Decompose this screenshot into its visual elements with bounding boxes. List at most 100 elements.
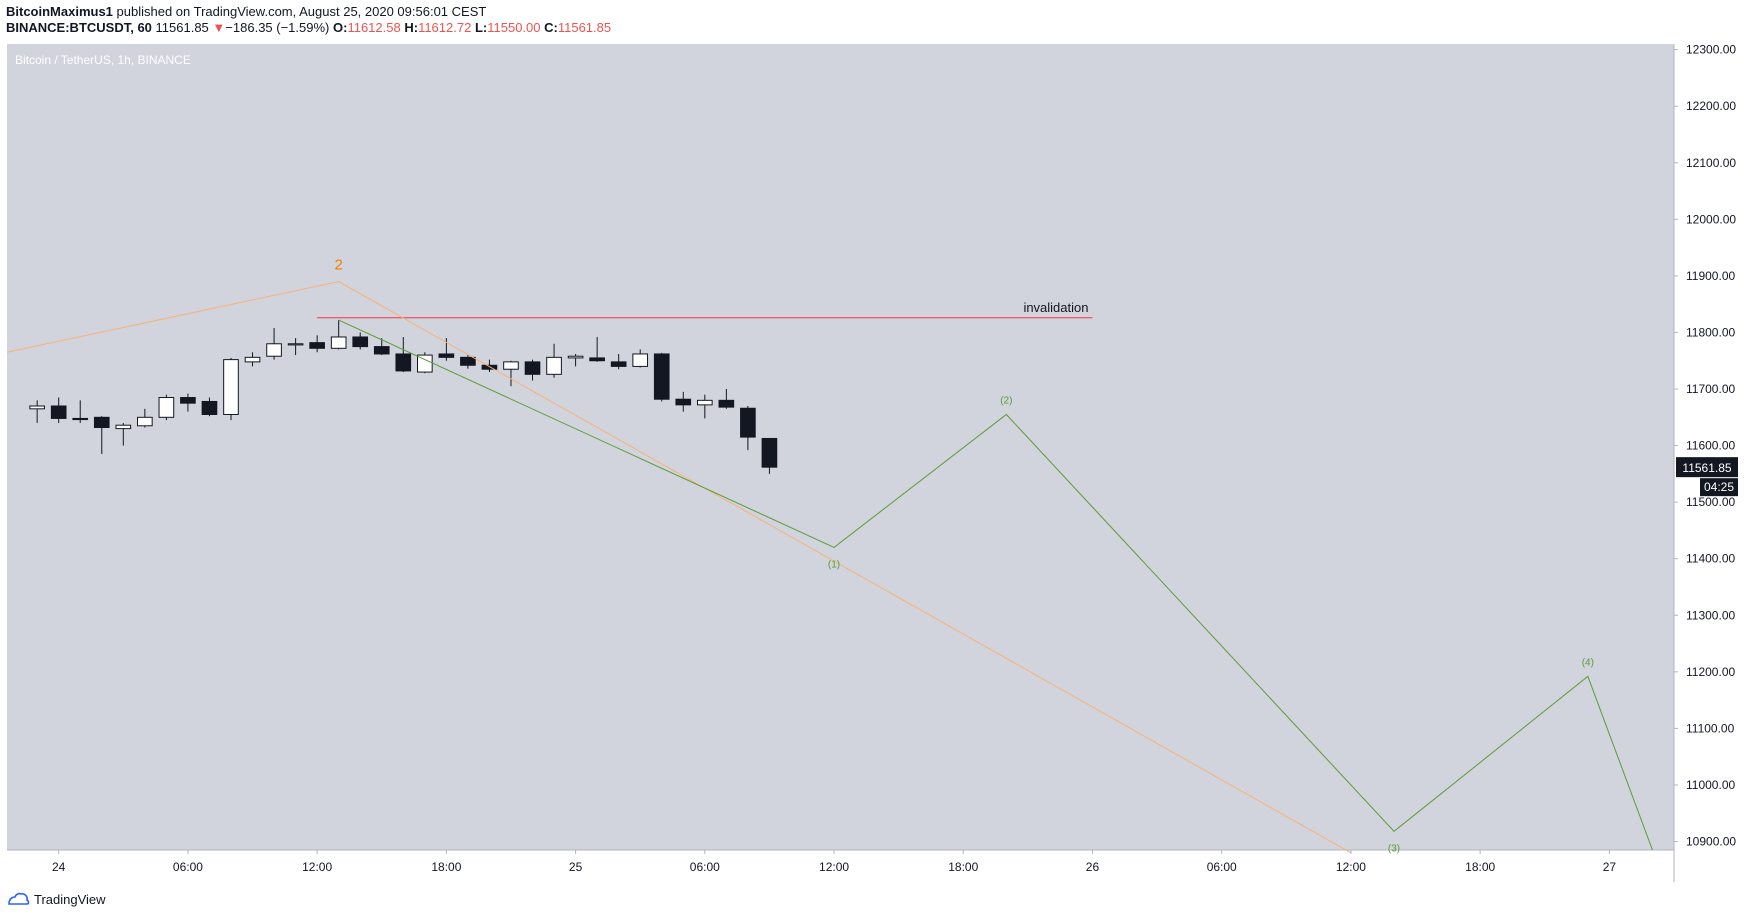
ohlc-line: BINANCE:BTCUSDT, 60 11561.85 ▼−186.35 (−… (6, 20, 611, 36)
candle-body (50, 405, 67, 419)
price-tick-label: 11500.00 (1686, 495, 1735, 509)
candle-body (438, 353, 455, 358)
change-down-icon: ▼ (212, 20, 226, 35)
candle-body (137, 416, 153, 427)
plot-area[interactable] (7, 44, 1674, 850)
time-tick-label: 18:00 (948, 860, 978, 874)
tradingview-footer[interactable]: TradingView (8, 889, 106, 909)
close-label: C: (544, 20, 558, 35)
time-tick-label: 12:00 (819, 860, 849, 874)
author-name[interactable]: BitcoinMaximus1 (6, 4, 113, 19)
tradingview-logo-icon (8, 892, 30, 905)
time-tick-label: 18:00 (1465, 860, 1495, 874)
current-price-badge (1676, 457, 1738, 478)
candle (589, 336, 605, 362)
price-tick-label: 11100.00 (1686, 721, 1735, 735)
chart-title: Bitcoin / TetherUS, 1h, BINANCE (15, 53, 191, 67)
last-price: 11561.85 (155, 20, 209, 35)
candle-body (653, 353, 670, 400)
candle (546, 343, 562, 378)
candle (266, 327, 282, 360)
candle-body (93, 416, 110, 428)
candle-body (266, 343, 282, 357)
time-tick-label: 27 (1603, 860, 1617, 874)
wave-label: (1) (828, 559, 840, 570)
candle-body (740, 407, 756, 438)
candle-body (287, 343, 304, 346)
price-tick-label: 11900.00 (1686, 269, 1735, 283)
countdown-badge (1700, 478, 1738, 497)
candle (460, 355, 476, 369)
candle (115, 422, 132, 446)
low-value: 11550.00 (487, 20, 541, 35)
candle (158, 394, 175, 421)
candle-body (481, 364, 498, 370)
candle-body (460, 356, 476, 366)
low-label: L: (474, 20, 488, 35)
time-tick-label: 06:00 (173, 860, 203, 874)
candle (309, 335, 325, 353)
candle-body (115, 424, 132, 430)
price-tick-label: 11800.00 (1686, 325, 1735, 339)
price-tick-label: 12100.00 (1686, 156, 1736, 170)
candle (718, 389, 735, 409)
candle (72, 400, 89, 423)
current-price-label: 11561.85 (1682, 461, 1731, 475)
candle-body (718, 399, 735, 408)
candle-body (352, 336, 369, 348)
candle (180, 393, 196, 412)
price-tick-label: 10900.00 (1686, 835, 1736, 849)
candle (740, 405, 756, 451)
time-tick-label: 18:00 (431, 860, 461, 874)
candle (481, 359, 498, 373)
price-tick-label: 11600.00 (1686, 439, 1735, 453)
wave-2-label: 2 (335, 257, 343, 274)
published-text: published on TradingView.com, August 25,… (112, 4, 487, 19)
candle (524, 359, 541, 381)
price-axis[interactable] (1674, 44, 1749, 850)
candle-body (524, 361, 541, 375)
candle (675, 391, 692, 412)
candle-body (567, 355, 584, 359)
candle-body (546, 356, 562, 375)
symbol-label[interactable]: BINANCE:BTCUSDT, 60 (6, 20, 152, 35)
candle (330, 320, 347, 350)
candle-body (72, 417, 89, 421)
candle-body (417, 354, 433, 373)
candle-body (29, 405, 45, 410)
chart-header: BitcoinMaximus1 published on TradingView… (6, 4, 611, 44)
green-wave-line (338, 319, 1653, 851)
candle-body (632, 353, 649, 367)
candle (50, 397, 67, 423)
candle-body (223, 359, 239, 415)
candle-body (330, 336, 347, 349)
wave-label: (2) (1000, 395, 1012, 406)
candle (223, 357, 239, 421)
tradingview-brand: TradingView (34, 891, 106, 907)
candle (373, 338, 390, 356)
candle (201, 397, 218, 417)
publish-line: BitcoinMaximus1 published on TradingView… (6, 4, 611, 20)
high-label: H: (404, 20, 419, 35)
time-tick-label: 06:00 (690, 860, 720, 874)
candle-body (503, 361, 519, 370)
price-tick-label: 11700.00 (1686, 382, 1735, 396)
price-tick-label: 11200.00 (1686, 665, 1735, 679)
candle (696, 394, 713, 419)
candle (395, 336, 412, 373)
wave-label: (3) (1388, 843, 1400, 854)
time-axis[interactable] (7, 850, 1674, 882)
price-tick-label: 12200.00 (1686, 99, 1736, 113)
candle (610, 353, 627, 370)
time-tick-label: 26 (1086, 860, 1100, 874)
candle-body (201, 400, 218, 415)
candle-body (675, 398, 692, 406)
candle (93, 416, 110, 455)
time-tick-label: 12:00 (302, 860, 332, 874)
price-tick-label: 12300.00 (1686, 43, 1736, 57)
time-tick-label: 06:00 (1207, 860, 1237, 874)
time-tick-label: 25 (569, 860, 583, 874)
candle (287, 338, 304, 356)
candle-body (309, 342, 325, 349)
